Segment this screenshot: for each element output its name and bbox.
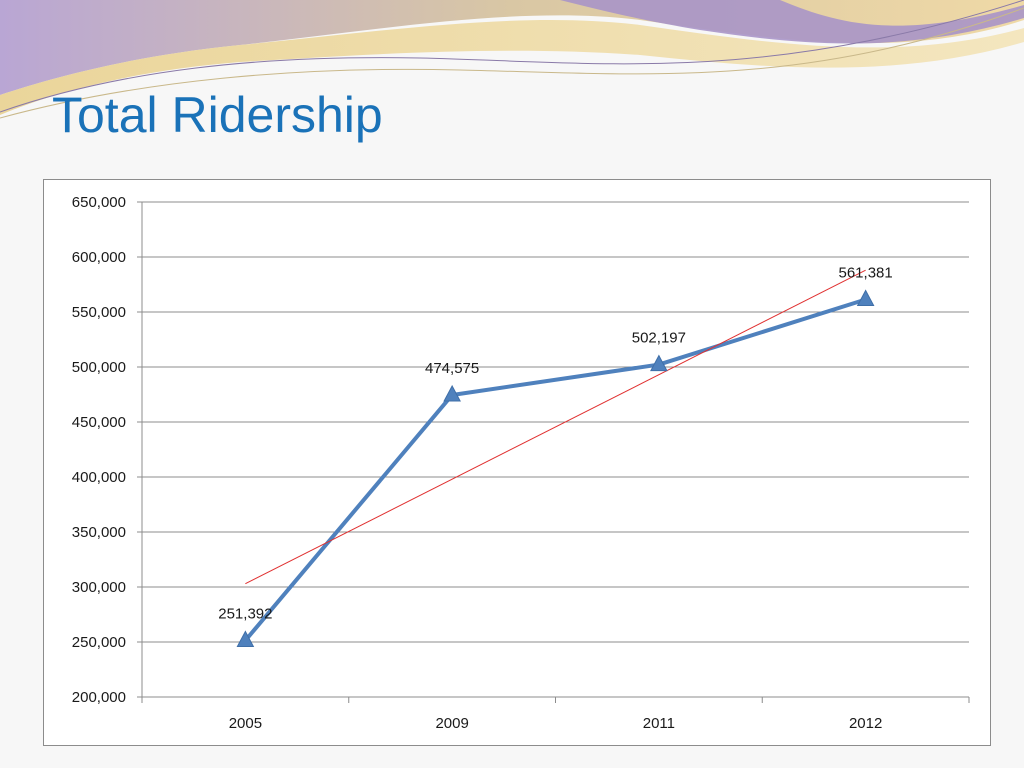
data-label: 251,392 xyxy=(218,605,272,622)
y-tick-label: 300,000 xyxy=(72,579,126,596)
y-tick-label: 450,000 xyxy=(72,414,126,431)
x-tick-label: 2005 xyxy=(229,715,262,732)
x-tick-label: 2012 xyxy=(849,715,882,732)
linear-trendline xyxy=(245,269,866,585)
x-tick-label: 2009 xyxy=(435,715,468,732)
data-point-marker xyxy=(856,289,875,306)
x-tick-label: 2011 xyxy=(643,715,675,732)
y-tick-label: 600,000 xyxy=(72,249,126,266)
data-point-marker xyxy=(236,630,255,647)
data-point-marker xyxy=(650,354,668,372)
y-tick-label: 250,000 xyxy=(72,634,126,651)
y-tick-label: 650,000 xyxy=(72,194,126,211)
data-label: 474,575 xyxy=(425,360,479,377)
chart-frame xyxy=(43,179,991,746)
data-label: 502,197 xyxy=(632,330,686,347)
y-tick-label: 550,000 xyxy=(72,304,126,321)
data-label: 561,381 xyxy=(839,264,893,281)
slide-title: Total Ridership xyxy=(52,87,383,143)
decorative-header-swoosh xyxy=(0,0,1024,119)
y-tick-label: 350,000 xyxy=(72,524,126,541)
ridership-series-line xyxy=(243,297,867,642)
y-tick-label: 400,000 xyxy=(72,469,126,486)
y-tick-label: 200,000 xyxy=(72,689,126,706)
y-tick-label: 500,000 xyxy=(72,359,126,376)
data-point-marker xyxy=(443,384,461,402)
